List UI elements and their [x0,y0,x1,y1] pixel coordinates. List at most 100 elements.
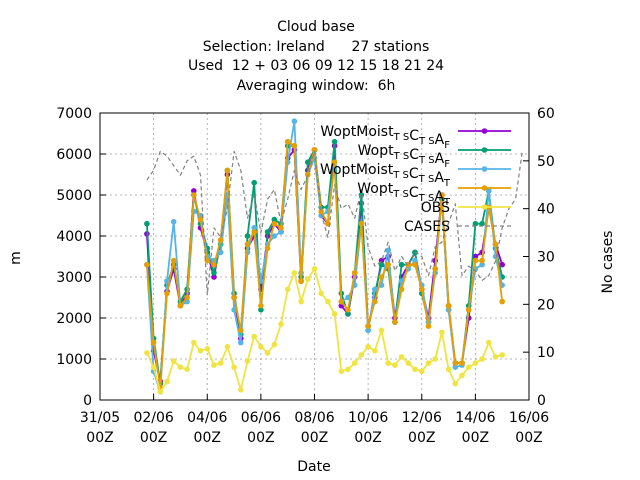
x-axis-ticks: 31/05 00Z 02/06 00Z 04/06 00Z 06/06 00Z 08/06 00Z… [80,394,549,446]
data-point [305,276,311,282]
data-point [258,302,264,309]
series-4 [144,266,506,395]
legend-entry-1: WoptT SCT SAF [358,143,511,170]
data-point [184,294,190,301]
data-point [479,261,485,268]
data-point [331,311,338,317]
data-point [238,327,244,334]
data-point [432,266,439,272]
data-point [486,188,492,194]
title-line-4: Averaging window: 6h [237,78,396,94]
x-tick-label-time: 00Z [462,430,489,446]
data-point [499,261,506,268]
data-point [365,327,371,334]
data-point [412,261,418,268]
data-point [311,266,318,272]
data-point [419,286,425,293]
series-line [146,140,504,389]
y2-tick-label: 60 [537,106,555,122]
title-line-3: Used 12 + 03 06 09 12 15 18 21 24 [188,58,444,74]
data-point [392,319,398,325]
y-tick-label: 0 [83,393,92,409]
x-tick-label-time: 00Z [140,430,167,446]
data-point [385,360,392,366]
data-point [244,241,251,247]
data-point [331,138,338,145]
x-tick-label-date: 12/06 [402,410,442,426]
data-point [459,372,465,379]
data-point [439,329,445,336]
data-point [251,225,257,231]
data-point [425,323,432,330]
data-point [378,261,385,268]
y-tick-label: 5000 [56,188,92,204]
data-point [351,360,358,366]
x-tick-label-date: 04/06 [187,410,227,426]
x-tick-label-time: 00Z [408,430,435,446]
legend-marker [481,166,488,172]
legend-label: WoptMoistT SCT SAT [320,162,451,189]
data-point [358,220,365,227]
data-point [298,278,304,284]
data-point [412,257,418,264]
data-point [345,311,351,317]
data-point [258,343,264,350]
x-tick-label-time: 00Z [194,430,221,446]
data-point [398,261,405,268]
legend-label: OBS [421,200,450,216]
y-tick-label: 3000 [56,270,92,286]
x-axis-label: Date [297,459,330,475]
data-point [405,360,412,366]
legend-label: CASES [404,219,450,235]
y2-tick-label: 30 [537,250,555,266]
data-point [251,179,257,186]
data-point [191,188,197,194]
y-axis-label: m [8,251,24,265]
data-point [365,323,371,330]
legend-marker [481,204,488,210]
legend-label: WoptT SCT SAF [358,143,451,170]
data-point [271,341,278,348]
data-point [238,339,244,346]
data-point [298,298,304,305]
chart-title: Cloud base Selection: Ireland 27 station… [188,19,444,94]
data-point [398,286,405,293]
data-point [365,343,371,350]
data-point [170,257,177,264]
data-point [238,387,244,393]
data-point [177,302,184,309]
data-point [170,358,177,364]
data-point [425,360,432,366]
legend-entry-5: CASES [404,219,511,235]
legend-entry-4: OBS [421,200,511,216]
x-tick-label-date: 06/06 [241,410,281,426]
title-line-1: Cloud base [277,19,355,35]
legend-marker [481,128,488,134]
data-point [452,360,459,366]
y2-tick-label: 20 [537,297,555,313]
data-point [486,339,492,346]
data-point [372,348,378,354]
data-point [479,220,485,227]
data-point [144,220,150,227]
series-5 [146,150,523,296]
data-point [338,368,345,375]
data-point [217,360,224,366]
data-point [150,339,157,346]
data-point [318,290,325,297]
data-point [264,229,271,235]
data-point [231,364,237,371]
y-axis-ticks: 0 1000 2000 3000 4000 5000 6000 7000 [56,106,106,409]
data-point [204,346,211,352]
series-line [146,150,523,296]
data-point [264,350,271,356]
x-tick-label-date: 31/05 [80,410,120,426]
data-point [465,307,472,313]
data-point [492,241,499,247]
data-point [291,118,298,124]
data-point [278,225,284,231]
data-point [284,286,291,293]
data-point [378,274,385,280]
data-point [271,216,278,223]
